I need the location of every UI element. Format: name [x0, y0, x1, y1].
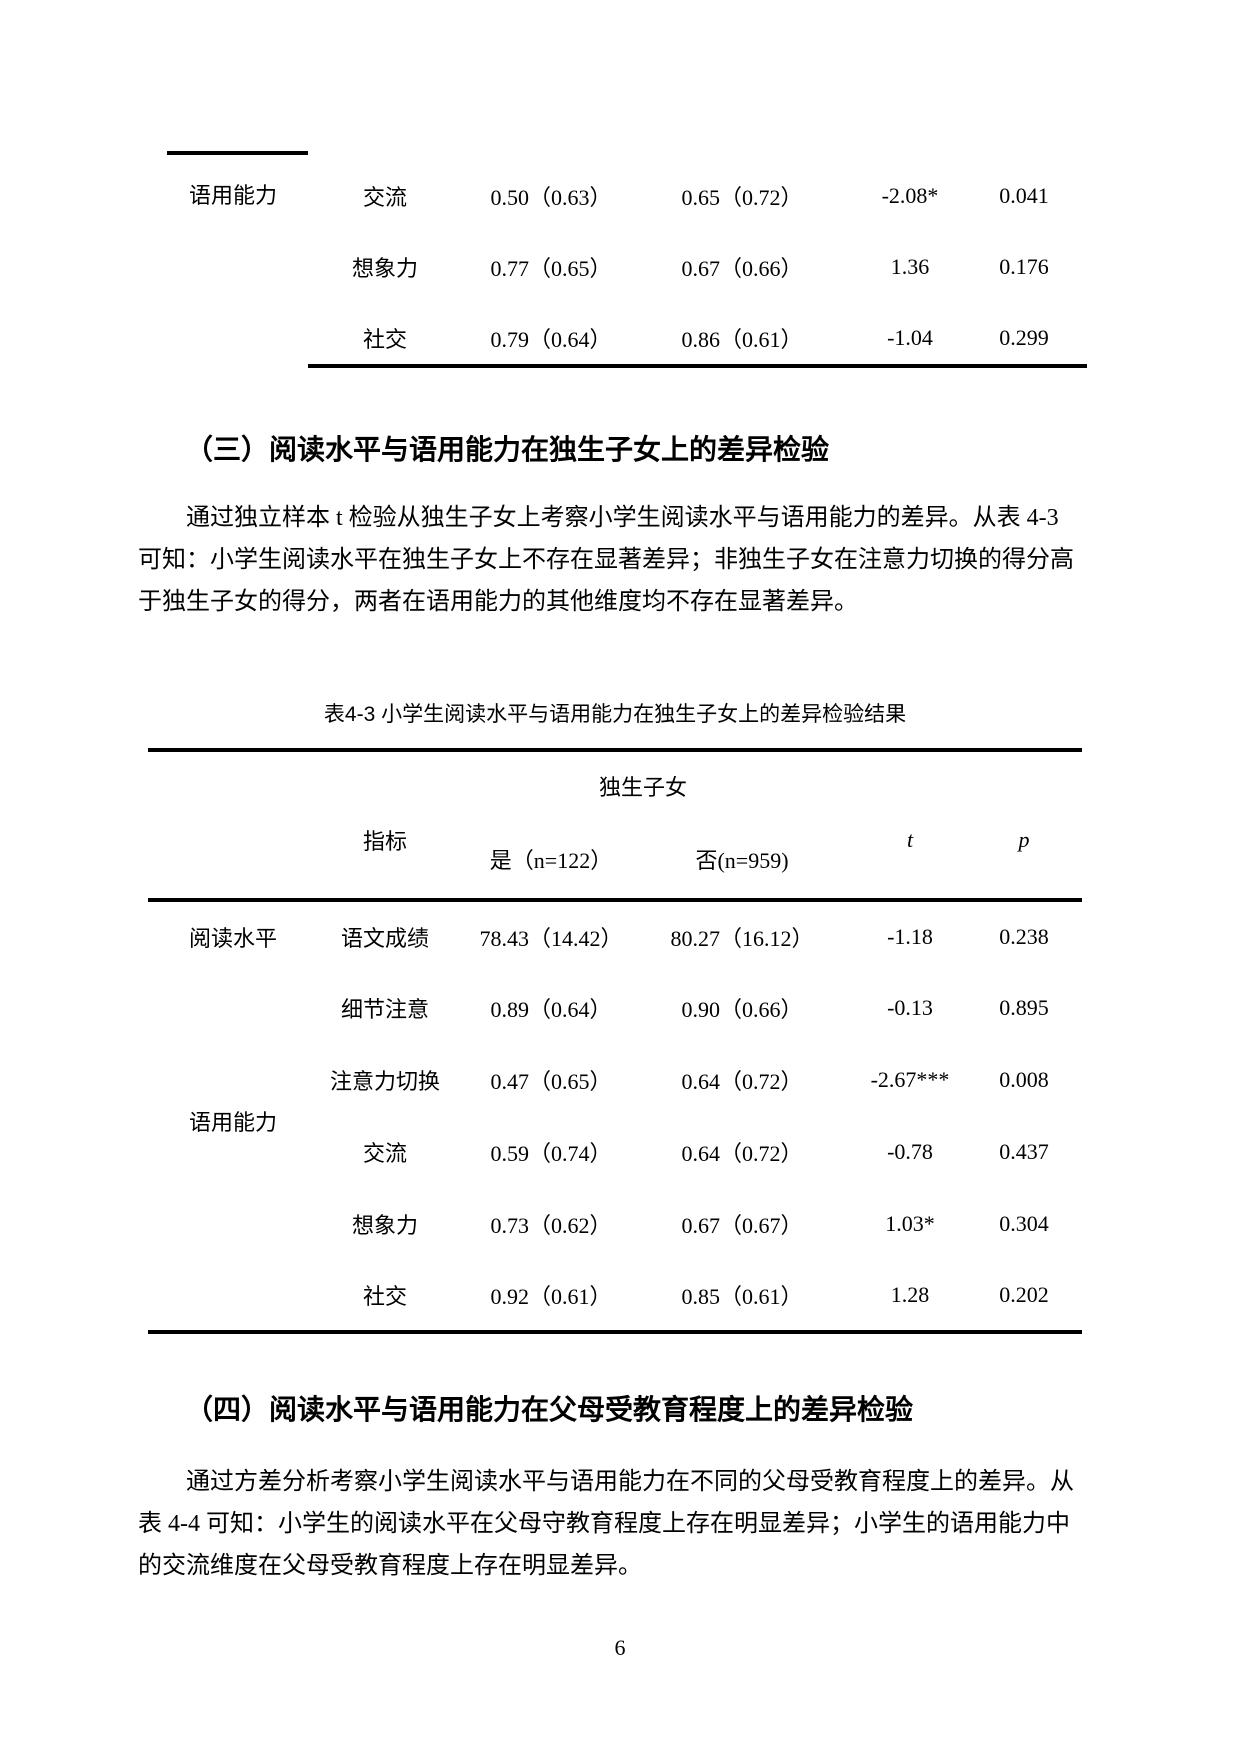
table-cell: 0.59（0.74） [490, 1141, 612, 1166]
table-row: 语用能力 交流 0.50（0.63） 0.65（0.72） -2.08* 0.0… [148, 160, 1082, 231]
table-cell: -0.78 [887, 1139, 933, 1164]
table-row: 社交 0.79（0.64） 0.86（0.61） -1.04 0.299 [148, 302, 1082, 373]
table-cell: 0.304 [999, 1211, 1049, 1236]
header-p: p [1018, 827, 1030, 852]
table-cell: -0.13 [887, 995, 933, 1020]
table-cell: 社交 [362, 326, 407, 352]
table-row: 阅读水平 语文成绩 78.43（14.42） 80.27（16.12） -1.1… [148, 900, 1082, 972]
paragraph-line: 于独生子女的得分，两者在语用能力的其他维度均不存在显著差异。 [138, 589, 858, 615]
table-cell: 1.03* [885, 1211, 935, 1236]
paragraph-line: 通过方差分析考察小学生阅读水平与语用能力在不同的父母受教育程度上的差异。从 [186, 1469, 1074, 1495]
table-cell: 0.238 [999, 924, 1049, 949]
table-cell: 0.79（0.64） [490, 326, 612, 352]
header-yes-group: 是（n=122） [489, 848, 613, 873]
table-cell: 交流 [362, 184, 407, 210]
section-heading-four: （四）阅读水平与语用能力在父母受教育程度上的差异检验 [185, 1394, 914, 1425]
table-cell: 想象力 [351, 1213, 418, 1238]
table-header-row: 是（n=122） 否(n=959) [148, 820, 1082, 900]
table-row: 注意力切换 0.47（0.65） 0.64（0.72） -2.67*** 0.0… [148, 1044, 1082, 1116]
header-group-only-child: 独生子女 [599, 775, 688, 800]
table-4-3: 指标 独生子女 t p 是（n=122） 否(n=959) 阅读水平 语文成绩 … [148, 748, 1083, 1334]
table-cell: 0.50（0.63） [490, 184, 612, 210]
paragraph-section-three: 通过独立样本 t 检验从独生子女上考察小学生阅读水平与语用能力的差异。从表 4-… [138, 497, 1113, 623]
table-cell: 0.008 [999, 1067, 1049, 1092]
table-cell-empty [148, 750, 318, 900]
table-cell: 0.895 [999, 995, 1049, 1020]
table-cell: 0.202 [999, 1282, 1049, 1307]
table-cell: -2.08* [881, 182, 939, 208]
table-cell: -1.18 [887, 924, 933, 949]
table-cell: 0.89（0.64） [490, 997, 612, 1022]
table-cell: -2.67*** [870, 1067, 950, 1092]
header-t: t [906, 827, 914, 852]
table-cell: 0.437 [999, 1139, 1049, 1164]
table-cell: 社交 [362, 1284, 407, 1309]
category-cell-pragmatic: 语用能力 [188, 183, 277, 208]
table-cell: 0.86（0.61） [681, 326, 803, 352]
header-indicator: 指标 [362, 829, 407, 854]
table-4-3-caption: 表4-3 小学生阅读水平与语用能力在独生子女上的差异检验结果 [323, 703, 907, 726]
table-cell: 0.73（0.62） [490, 1213, 612, 1238]
table-cell: 80.27（16.12） [670, 926, 814, 951]
paragraph-section-four: 通过方差分析考察小学生阅读水平与语用能力在不同的父母受教育程度上的差异。从 表 … [138, 1461, 1113, 1587]
table-row: 交流 0.59（0.74） 0.64（0.72） -0.78 0.437 [148, 1116, 1082, 1188]
table-cell: -1.04 [887, 324, 933, 350]
table-cell: 细节注意 [340, 997, 429, 1022]
category-cell-pragmatic: 语用能力 [188, 1110, 277, 1135]
table-header: 指标 独生子女 t p 是（n=122） 否(n=959) [148, 750, 1083, 900]
section-heading-three: （三）阅读水平与语用能力在独生子女上的差异检验 [185, 434, 830, 465]
table-cell: 0.85（0.61） [681, 1284, 803, 1309]
table-cell: 0.67（0.67） [681, 1213, 803, 1238]
table-cell: 0.67（0.66） [681, 255, 803, 281]
table-cell: 0.64（0.72） [681, 1141, 803, 1166]
table-cell: 注意力切换 [329, 1069, 440, 1094]
table-cell: 1.28 [890, 1282, 930, 1307]
table-cell: 0.47（0.65） [490, 1069, 612, 1094]
paragraph-line: 可知：小学生阅读水平在独生子女上不存在显著差异；非独生子女在注意力切换的得分高 [138, 547, 1074, 573]
paragraph-line: 的交流维度在父母受教育程度上存在明显差异。 [138, 1553, 642, 1579]
table-cell: 交流 [362, 1141, 407, 1166]
paragraph-line: 通过独立样本 t 检验从独生子女上考察小学生阅读水平与语用能力的差异。从表 4-… [186, 505, 1059, 531]
table-cell: 0.90（0.66） [681, 997, 803, 1022]
table-cell: 0.65（0.72） [681, 184, 803, 210]
table-cell: 0.299 [999, 324, 1049, 350]
header-no-group: 否(n=959) [695, 848, 789, 873]
table-cell: 0.176 [999, 253, 1049, 279]
table-4-2-continued: 语用能力 交流 0.50（0.63） 0.65（0.72） -2.08* 0.0… [148, 160, 1082, 373]
table-cell: 0.64（0.72） [681, 1069, 803, 1094]
table-cell: 78.43（14.42） [479, 926, 623, 951]
table-row: 社交 0.92（0.61） 0.85（0.61） 1.28 0.202 [148, 1260, 1082, 1332]
category-cell-reading: 阅读水平 [188, 926, 277, 951]
table-cell: 语文成绩 [340, 926, 429, 951]
table-cell: 0.92（0.61） [490, 1284, 612, 1309]
table-header-row: 指标 独生子女 t p [148, 750, 1082, 854]
table-row: 想象力 0.73（0.62） 0.67（0.67） 1.03* 0.304 [148, 1188, 1082, 1260]
table-fragment-bottom-rule [308, 364, 1087, 368]
table-fragment-top-rule [167, 151, 308, 155]
page-number: 6 [614, 1635, 626, 1660]
table-row: 语用能力 细节注意 0.89（0.64） 0.90（0.66） -0.13 0.… [148, 972, 1082, 1135]
table-cell: 1.36 [890, 253, 930, 279]
table-cell: 想象力 [351, 255, 418, 281]
table-cell: 0.77（0.65） [490, 255, 612, 281]
table-cell: 0.041 [999, 182, 1049, 208]
paragraph-line: 表 4-4 可知：小学生的阅读水平在父母守教育程度上存在明显差异；小学生的语用能… [138, 1511, 1070, 1537]
table-row: 想象力 0.77（0.65） 0.67（0.66） 1.36 0.176 [148, 231, 1082, 302]
